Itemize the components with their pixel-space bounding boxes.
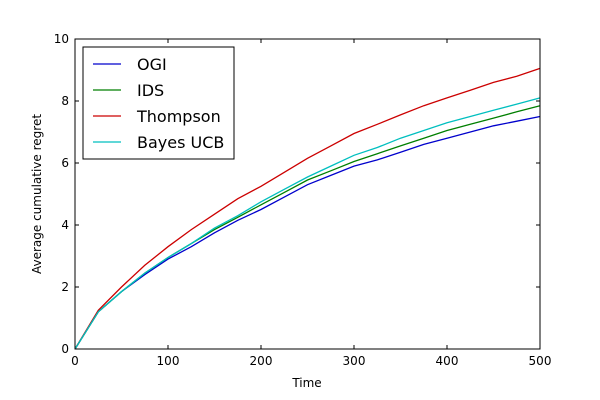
x-tick-label: 100 xyxy=(157,354,180,368)
y-axis: 0 2 4 6 8 10 xyxy=(54,32,540,356)
y-tick-label: 4 xyxy=(61,218,69,232)
y-tick-label: 8 xyxy=(61,94,69,108)
legend-label: OGI xyxy=(137,55,167,74)
y-tick-label: 6 xyxy=(61,156,69,170)
legend: OGI IDS Thompson Bayes UCB xyxy=(82,46,235,160)
x-tick-label: 200 xyxy=(250,354,273,368)
y-tick-label: 2 xyxy=(61,280,69,294)
x-tick-label: 400 xyxy=(436,354,459,368)
series-line-ogi xyxy=(74,115,541,350)
x-tick-label: 0 xyxy=(71,354,79,368)
y-axis-label: Average cumulative regret xyxy=(30,114,44,274)
legend-label: Thompson xyxy=(136,107,221,126)
x-tick-label: 300 xyxy=(343,354,366,368)
x-axis-label: Time xyxy=(291,376,321,390)
legend-frame xyxy=(82,46,235,160)
y-tick-label: 0 xyxy=(61,342,69,356)
x-tick-label: 500 xyxy=(529,354,552,368)
series-line-bayes-ucb xyxy=(74,97,541,350)
legend-label: IDS xyxy=(137,81,164,100)
legend-label: Bayes UCB xyxy=(137,133,224,152)
y-tick-label: 10 xyxy=(54,32,69,46)
x-axis: 0 100 200 300 400 500 xyxy=(71,39,551,368)
plot-lines xyxy=(74,67,541,350)
series-line-thompson xyxy=(74,67,541,350)
plot-frame xyxy=(74,38,541,350)
